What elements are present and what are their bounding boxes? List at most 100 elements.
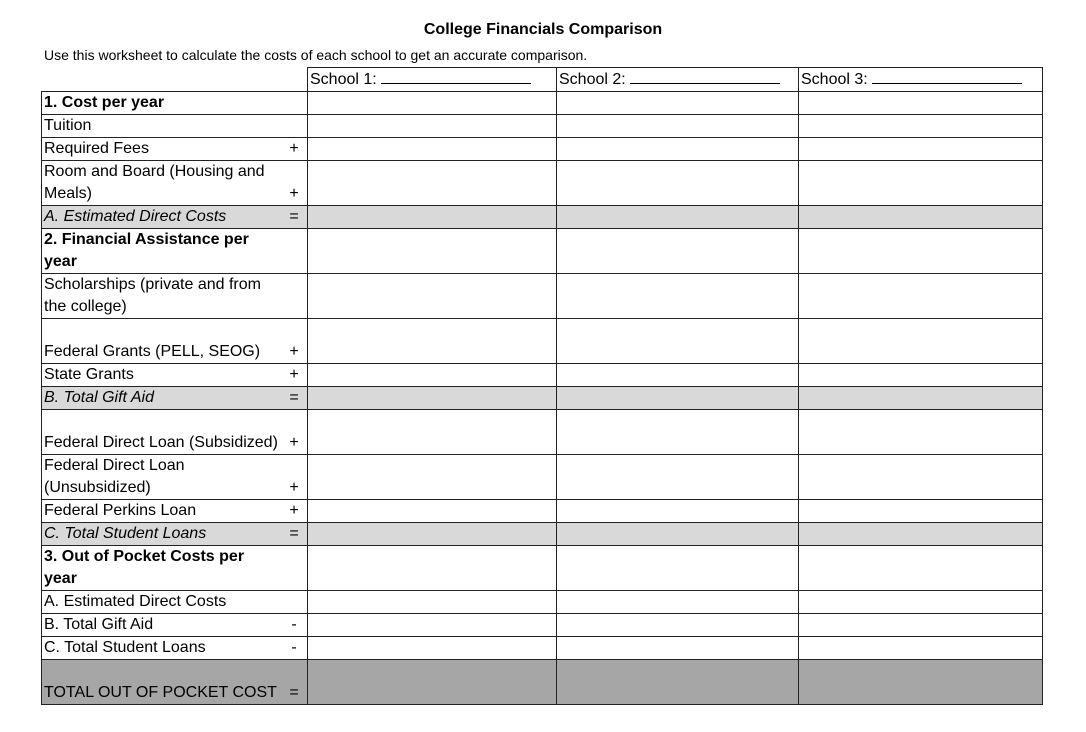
school-1-value-cell[interactable]	[307, 522, 557, 546]
table-row: B. Total Gift Aid -	[41, 613, 1043, 637]
school-1-value-cell[interactable]	[307, 386, 557, 410]
school-2-value-cell[interactable]	[556, 499, 799, 523]
school-2-value-cell[interactable]	[556, 590, 799, 614]
instructions: Use this worksheet to calculate the cost…	[44, 47, 588, 63]
operator-sign: =	[281, 386, 308, 410]
operator-sign	[281, 273, 308, 319]
table-row: A. Estimated Direct Costs =	[41, 205, 1043, 229]
row-label: A. Estimated Direct Costs	[41, 205, 281, 229]
row-label: 3. Out of Pocket Costs per year	[41, 545, 281, 591]
school-3-value-cell[interactable]	[798, 318, 1043, 364]
table-row: 3. Out of Pocket Costs per year	[41, 545, 1043, 591]
school-3-value-cell[interactable]	[798, 636, 1043, 660]
school-1-value-cell[interactable]	[307, 545, 557, 591]
school-3-value-cell[interactable]	[798, 114, 1043, 138]
school-1-value-cell[interactable]	[307, 659, 557, 705]
school-2-value-cell[interactable]	[556, 91, 799, 115]
school-1-value-cell[interactable]	[307, 318, 557, 364]
operator-sign: -	[281, 613, 308, 637]
school-2-value-cell[interactable]	[556, 273, 799, 319]
school-2-value-cell[interactable]	[556, 228, 799, 274]
school-3-value-cell[interactable]	[798, 454, 1043, 500]
table-row: Room and Board (Housing and Meals) +	[41, 160, 1043, 206]
row-label: Federal Direct Loan (Subsidized)	[41, 409, 281, 455]
school-3-value-cell[interactable]	[798, 409, 1043, 455]
school-3-value-cell[interactable]	[798, 522, 1043, 546]
school-3-value-cell[interactable]	[798, 91, 1043, 115]
school-1-value-cell[interactable]	[307, 499, 557, 523]
operator-sign: =	[281, 659, 308, 705]
school-2-value-cell[interactable]	[556, 545, 799, 591]
school-1-value-cell[interactable]	[307, 590, 557, 614]
row-label: Room and Board (Housing and Meals)	[41, 160, 281, 206]
school-2-name-blank[interactable]	[630, 69, 781, 84]
row-label: B. Total Gift Aid	[41, 613, 281, 637]
school-2-value-cell[interactable]	[556, 160, 799, 206]
school-1-value-cell[interactable]	[307, 228, 557, 274]
school-1-name-blank[interactable]	[381, 69, 532, 84]
school-3-value-cell[interactable]	[798, 137, 1043, 161]
table-row: Federal Direct Loan (Unsubsidized) +	[41, 454, 1043, 500]
school-1-value-cell[interactable]	[307, 273, 557, 319]
blank-header	[281, 68, 308, 92]
operator-sign: +	[281, 137, 308, 161]
table-row: State Grants +	[41, 363, 1043, 387]
operator-sign: +	[281, 363, 308, 387]
table-row: 1. Cost per year	[41, 91, 1043, 115]
school-3-value-cell[interactable]	[798, 545, 1043, 591]
school-1-value-cell[interactable]	[307, 363, 557, 387]
school-2-value-cell[interactable]	[556, 205, 799, 229]
school-2-value-cell[interactable]	[556, 636, 799, 660]
school-2-value-cell[interactable]	[556, 137, 799, 161]
school-3-value-cell[interactable]	[798, 590, 1043, 614]
table-row: Tuition	[41, 114, 1043, 138]
school-2-value-cell[interactable]	[556, 659, 799, 705]
school-2-header[interactable]: School 2:	[556, 67, 799, 92]
row-label: A. Estimated Direct Costs	[41, 590, 281, 614]
school-3-value-cell[interactable]	[798, 273, 1043, 319]
table-row: Federal Perkins Loan +	[41, 499, 1043, 523]
school-1-value-cell[interactable]	[307, 636, 557, 660]
school-1-value-cell[interactable]	[307, 91, 557, 115]
school-3-name-blank[interactable]	[872, 69, 1023, 84]
row-label: TOTAL OUT OF POCKET COST	[41, 659, 281, 705]
operator-sign: =	[281, 522, 308, 546]
school-2-value-cell[interactable]	[556, 114, 799, 138]
operator-sign	[281, 590, 308, 614]
school-1-value-cell[interactable]	[307, 205, 557, 229]
table-row: Federal Direct Loan (Subsidized) +	[41, 409, 1043, 455]
school-1-value-cell[interactable]	[307, 454, 557, 500]
school-1-value-cell[interactable]	[307, 114, 557, 138]
school-2-value-cell[interactable]	[556, 613, 799, 637]
school-3-value-cell[interactable]	[798, 659, 1043, 705]
school-2-value-cell[interactable]	[556, 318, 799, 364]
school-3-header[interactable]: School 3:	[798, 67, 1043, 92]
school-3-label: School 3:	[801, 71, 868, 88]
operator-sign	[281, 114, 308, 138]
school-3-value-cell[interactable]	[798, 386, 1043, 410]
school-3-value-cell[interactable]	[798, 160, 1043, 206]
school-3-value-cell[interactable]	[798, 363, 1043, 387]
school-1-value-cell[interactable]	[307, 613, 557, 637]
school-2-value-cell[interactable]	[556, 386, 799, 410]
school-1-header[interactable]: School 1:	[307, 67, 557, 92]
school-1-value-cell[interactable]	[307, 137, 557, 161]
school-2-value-cell[interactable]	[556, 454, 799, 500]
school-2-label: School 2:	[559, 71, 626, 88]
school-1-value-cell[interactable]	[307, 160, 557, 206]
school-3-value-cell[interactable]	[798, 613, 1043, 637]
table-row: TOTAL OUT OF POCKET COST =	[41, 659, 1043, 705]
row-label: B. Total Gift Aid	[41, 386, 281, 410]
school-2-value-cell[interactable]	[556, 522, 799, 546]
operator-sign: -	[281, 636, 308, 660]
row-label: C. Total Student Loans	[41, 636, 281, 660]
school-1-value-cell[interactable]	[307, 409, 557, 455]
operator-sign	[281, 228, 308, 274]
table-row: B. Total Gift Aid =	[41, 386, 1043, 410]
row-label: 1. Cost per year	[41, 91, 281, 115]
school-3-value-cell[interactable]	[798, 499, 1043, 523]
school-2-value-cell[interactable]	[556, 409, 799, 455]
school-2-value-cell[interactable]	[556, 363, 799, 387]
school-3-value-cell[interactable]	[798, 228, 1043, 274]
school-3-value-cell[interactable]	[798, 205, 1043, 229]
